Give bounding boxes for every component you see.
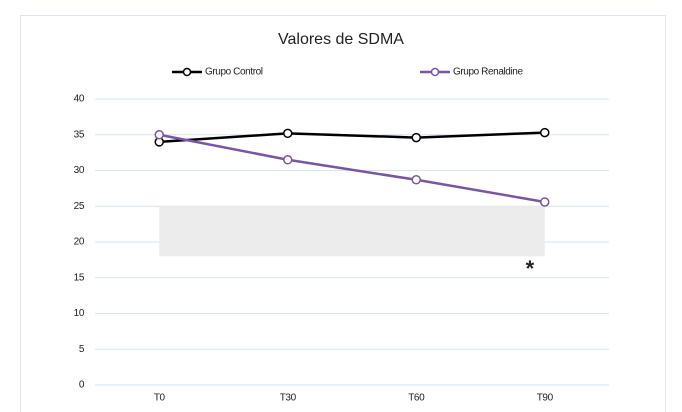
point [540,127,550,138]
x-tick-label: T60 [408,393,425,404]
legend-label: Grupo Control [205,67,263,78]
point [411,132,421,143]
y-tick-label: 10 [74,308,85,319]
x-tick-label: T30 [280,393,297,404]
chart-title: Valores de SDMA [278,31,404,48]
point [283,155,293,165]
y-tick-label: 35 [74,129,85,140]
legend-marker [430,67,440,77]
annotation: * [526,256,535,281]
point [411,175,421,185]
point [540,197,550,207]
point [283,128,293,139]
legend-label: Grupo Renaldine [453,67,523,78]
y-tick-label: 5 [79,344,85,355]
y-tick-label: 20 [74,237,85,248]
y-tick-label: 25 [74,201,85,212]
x-tick-label: T90 [537,393,554,404]
y-tick-label: 0 [79,380,85,391]
x-tick-label: T0 [154,393,166,404]
legend-marker [182,67,192,77]
y-tick-label: 30 [74,165,85,176]
series-line [159,131,545,144]
y-tick-label: 15 [74,272,85,283]
shaded-range [159,206,545,257]
y-tick-label: 40 [74,94,85,105]
point [154,130,164,140]
series-line [159,133,545,204]
